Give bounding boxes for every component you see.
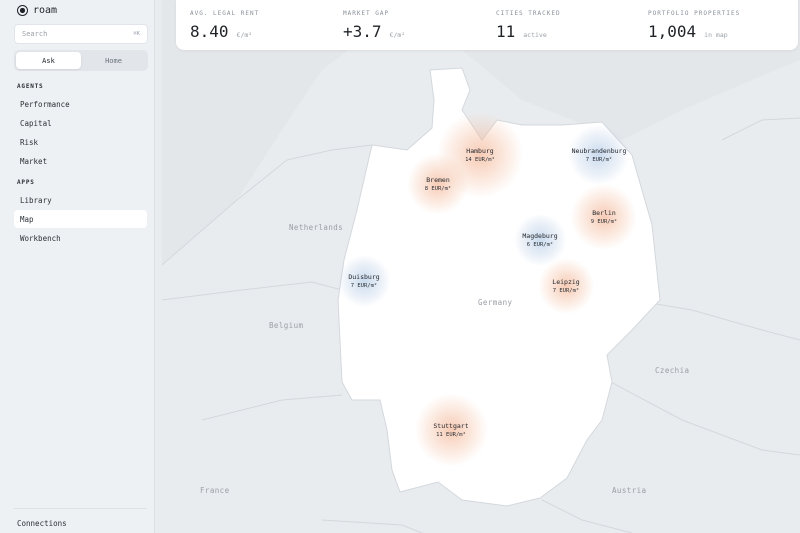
city-marker-leipzig[interactable]: Leipzig 7 EUR/m² xyxy=(538,258,594,314)
stat-label: MARKET GAP xyxy=(343,10,390,17)
city-name: Magdeburg xyxy=(522,232,558,240)
city-name: Neubrandenburg xyxy=(571,147,627,155)
search-placeholder: Search xyxy=(22,30,48,38)
border-line xyxy=(321,519,423,533)
city-marker-hamburg[interactable]: Hamburg 14 EUR/m² xyxy=(437,112,523,198)
search-input[interactable]: Search ⌘K xyxy=(14,24,148,44)
stat-market-gap: MARKET GAP +3.7 €/m² xyxy=(343,10,405,41)
sidebar: roam Search ⌘K Ask Home AGENTS Performan… xyxy=(0,0,155,533)
city-rent: 14 EUR/m² xyxy=(465,157,495,163)
stat-value: 1,004 xyxy=(648,22,697,41)
connections-link[interactable]: Connections xyxy=(17,519,67,528)
city-marker-stuttgart[interactable]: Stuttgart 11 EUR/m² xyxy=(414,394,487,466)
stat-portfolio-properties: PORTFOLIO PROPERTIES 1,004 in map xyxy=(648,10,740,41)
nav-item-map[interactable]: Map xyxy=(14,210,147,228)
search-shortcut: ⌘K xyxy=(133,31,140,37)
border-line xyxy=(201,394,343,421)
app-name: roam xyxy=(33,5,58,16)
stat-label: PORTFOLIO PROPERTIES xyxy=(648,10,741,17)
city-name: Bremen xyxy=(426,176,450,184)
city-rent: 6 EUR/m² xyxy=(526,242,554,248)
city-rent: 11 EUR/m² xyxy=(436,432,466,438)
city-glow xyxy=(571,184,637,250)
mode-toggle: Ask Home xyxy=(14,50,148,71)
stat-value: +3.7 xyxy=(343,22,382,41)
stat-avg-legal-rent: AVG. LEGAL RENT 8.40 €/m² xyxy=(190,10,259,41)
city-glow xyxy=(538,258,594,314)
segment-home[interactable]: Home xyxy=(105,56,122,65)
city-glow xyxy=(338,255,390,307)
map-shapes xyxy=(162,0,800,533)
sidebar-divider xyxy=(14,508,147,509)
city-marker-duisburg[interactable]: Duisburg 7 EUR/m² xyxy=(338,255,390,307)
country-label-czechia: Czechia xyxy=(655,366,690,375)
city-name: Duisburg xyxy=(348,273,380,281)
logo-icon xyxy=(17,5,28,16)
country-label-germany: Germany xyxy=(478,298,513,307)
stat-unit: in map xyxy=(704,31,728,39)
country-label-france: France xyxy=(200,486,230,495)
nav-item-risk[interactable]: Risk xyxy=(20,137,39,147)
border-line xyxy=(541,499,633,533)
nav-item-library[interactable]: Library xyxy=(20,195,52,205)
city-glow xyxy=(513,214,566,266)
apps-section-title: APPS xyxy=(17,179,35,186)
city-name: Stuttgart xyxy=(433,422,469,430)
stat-value: 11 xyxy=(496,22,516,41)
city-name: Hamburg xyxy=(466,147,494,155)
stat-unit: €/m² xyxy=(389,31,406,39)
city-rent: 9 EUR/m² xyxy=(590,219,618,225)
agents-section-title: AGENTS xyxy=(17,83,44,90)
stat-cities-tracked: CITIES TRACKED 11 active xyxy=(496,10,561,41)
nav-item-market[interactable]: Market xyxy=(20,156,48,166)
border-line xyxy=(162,281,343,301)
nav-item-workbench[interactable]: Workbench xyxy=(20,233,61,243)
city-name: Berlin xyxy=(592,209,616,217)
segment-ask[interactable]: Ask xyxy=(16,52,81,69)
country-label-austria: Austria xyxy=(612,486,647,495)
city-marker-berlin[interactable]: Berlin 9 EUR/m² xyxy=(571,184,637,250)
nav-item-capital[interactable]: Capital xyxy=(20,118,52,128)
stat-unit: €/m² xyxy=(236,31,253,39)
country-label-belgium: Belgium xyxy=(269,321,304,330)
stat-value: 8.40 xyxy=(190,22,229,41)
stats-bar: AVG. LEGAL RENT 8.40 €/m² MARKET GAP +3.… xyxy=(176,0,798,50)
city-rent: 7 EUR/m² xyxy=(552,288,580,294)
city-rent: 7 EUR/m² xyxy=(585,157,613,163)
brand[interactable]: roam xyxy=(17,5,57,16)
city-marker-neubrandenburg[interactable]: Neubrandenburg 7 EUR/m² xyxy=(568,125,629,185)
border-line xyxy=(721,117,800,141)
city-rent: 8 EUR/m² xyxy=(424,186,452,192)
city-glow xyxy=(408,154,468,214)
nav-item-performance[interactable]: Performance xyxy=(20,99,70,109)
city-marker-bremen[interactable]: Bremen 8 EUR/m² xyxy=(408,154,468,214)
city-name: Leipzig xyxy=(552,278,580,286)
stat-label: CITIES TRACKED xyxy=(496,10,561,17)
sea-shape xyxy=(162,0,372,265)
city-glow xyxy=(414,394,487,466)
city-glow xyxy=(568,125,629,185)
city-rent: 7 EUR/m² xyxy=(350,283,378,289)
map-canvas[interactable]: Netherlands Belgium Germany Czechia Fran… xyxy=(162,0,800,533)
country-label-netherlands: Netherlands xyxy=(289,223,344,232)
stat-unit: active xyxy=(523,31,547,39)
stat-label: AVG. LEGAL RENT xyxy=(190,10,260,17)
city-marker-magdeburg[interactable]: Magdeburg 6 EUR/m² xyxy=(513,214,566,266)
border-line xyxy=(606,379,800,456)
